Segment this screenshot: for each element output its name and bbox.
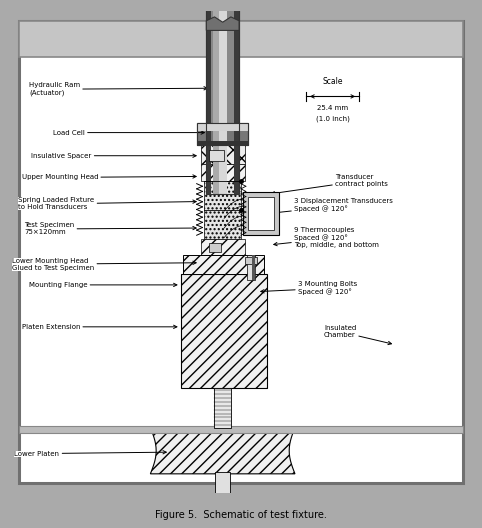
Bar: [197, 123, 248, 145]
Bar: [181, 274, 267, 388]
Bar: [213, 8, 219, 194]
Bar: [206, 8, 239, 194]
Bar: [215, 473, 230, 496]
Polygon shape: [150, 428, 295, 474]
Bar: [183, 254, 264, 274]
Bar: [209, 243, 221, 252]
Text: Mounting Flange: Mounting Flange: [29, 282, 177, 288]
Text: 25.4 mm: 25.4 mm: [317, 105, 348, 111]
Bar: [252, 256, 255, 280]
Text: Hydraulic Ram
(Actuator): Hydraulic Ram (Actuator): [29, 82, 207, 96]
Bar: [197, 141, 248, 145]
Text: Load Cell: Load Cell: [53, 129, 204, 136]
Bar: [204, 181, 241, 239]
Bar: [248, 197, 274, 230]
Bar: [19, 426, 463, 433]
Text: Lower Platen: Lower Platen: [14, 450, 166, 457]
Bar: [245, 258, 257, 264]
Polygon shape: [206, 17, 239, 31]
Text: (1.0 inch): (1.0 inch): [316, 116, 349, 122]
Text: Upper Mounting Head: Upper Mounting Head: [22, 174, 196, 181]
Text: 3 Displacement Transducers
Spaced @ 120°: 3 Displacement Transducers Spaced @ 120°: [271, 199, 393, 214]
Bar: [211, 496, 234, 504]
Text: Figure 5.  Schematic of test fixture.: Figure 5. Schematic of test fixture.: [155, 510, 327, 520]
Bar: [19, 21, 463, 57]
Text: Test Specimen
75×120mm: Test Specimen 75×120mm: [24, 222, 196, 235]
Text: 3 Mounting Bolts
Spaced @ 120°: 3 Mounting Bolts Spaced @ 120°: [261, 281, 357, 295]
Bar: [209, 150, 224, 161]
Bar: [234, 8, 239, 194]
Text: 9 Thermocouples
Spaced @ 120°
Top, middle, and bottom: 9 Thermocouples Spaced @ 120° Top, middl…: [274, 227, 379, 248]
Bar: [197, 123, 248, 131]
Text: Lower Mounting Head
Glued to Test Specimen: Lower Mounting Head Glued to Test Specim…: [12, 258, 196, 271]
Bar: [201, 239, 245, 254]
Bar: [219, 8, 227, 194]
Text: Transducer
contract points: Transducer contract points: [271, 174, 388, 195]
Bar: [206, 8, 211, 194]
Bar: [206, 8, 239, 194]
Bar: [197, 123, 248, 145]
Bar: [201, 145, 245, 164]
Text: Insulated
Chamber: Insulated Chamber: [324, 325, 391, 345]
Bar: [243, 192, 279, 235]
Bar: [214, 388, 231, 428]
Text: Platen Extension: Platen Extension: [22, 324, 177, 330]
Text: Spring Loaded Fixture
to Hold Transducers: Spring Loaded Fixture to Hold Transducer…: [18, 197, 196, 211]
Text: Scale: Scale: [322, 77, 343, 86]
Bar: [247, 256, 255, 280]
Text: Insulative Spacer: Insulative Spacer: [31, 153, 196, 159]
Bar: [201, 164, 245, 181]
